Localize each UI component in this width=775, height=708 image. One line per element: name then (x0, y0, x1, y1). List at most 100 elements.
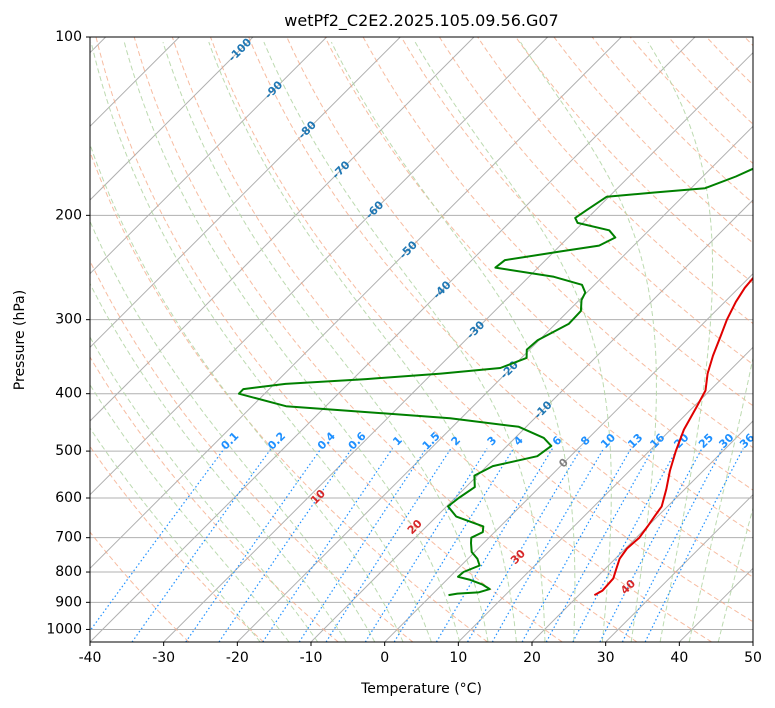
x-tick-label: 50 (744, 650, 762, 666)
isotherm-line (90, 37, 549, 496)
x-tick-label: 0 (380, 650, 389, 666)
moist-adiabat-line (263, 41, 546, 642)
mixing-ratio-label: 0.4 (315, 429, 338, 452)
isotherm-line (531, 420, 753, 642)
moist-adiabat-line (162, 41, 489, 642)
dry-adiabat-label: 30 (508, 547, 528, 567)
isotherm-line (90, 37, 622, 570)
y-tick-label: 300 (55, 312, 82, 328)
x-tick-label: 30 (597, 650, 615, 666)
mixing-ratio-line (491, 448, 605, 642)
mixing-ratio-label: 16 (647, 431, 667, 451)
mixing-ratio-line (218, 448, 353, 642)
x-tick-label: -20 (226, 650, 249, 666)
mixing-ratio-line (262, 448, 393, 642)
isotherm-line (90, 37, 328, 275)
mixing-ratio-line (298, 448, 427, 642)
dry-adiabat-line (90, 356, 339, 642)
dry-adiabat-line (133, 37, 638, 642)
dry-adiabat-line (706, 37, 753, 86)
mixing-ratio-label: 0.1 (218, 430, 241, 453)
mixing-ratio-line (644, 448, 744, 642)
y-tick-label: 600 (55, 490, 82, 506)
isotherm-line (90, 37, 401, 349)
plot-frame (89, 36, 754, 643)
moist-adiabat-line (414, 41, 612, 642)
dry-adiabat-line (95, 37, 563, 642)
moist-adiabat-line (208, 41, 517, 642)
mixing-ratio-line (572, 448, 678, 642)
dry-adiabat-line (744, 37, 753, 47)
dry-adiabat-line (324, 37, 753, 491)
y-tick-label: 500 (55, 443, 82, 459)
moist-adiabat-line (330, 41, 576, 642)
x-tick-label: 20 (523, 650, 541, 666)
mixing-ratio-label: 1.5 (420, 429, 443, 452)
dry-adiabat-label: 40 (618, 577, 638, 597)
temperature-line (593, 276, 753, 596)
dewpoint-line (237, 167, 753, 597)
x-axis-label: Temperature (°C) (360, 681, 482, 697)
mixing-ratio-label: 13 (625, 431, 645, 451)
mixing-ratio-label: 3 (485, 434, 500, 449)
isotherm-line (90, 37, 696, 642)
dry-adiabat-line (553, 37, 753, 244)
moist-adiabat-line (717, 506, 753, 642)
dry-adiabat-line (171, 37, 712, 642)
mixing-ratio-line (325, 448, 452, 642)
dry-adiabat-line (668, 37, 753, 125)
isotherm-line (752, 641, 753, 642)
mixing-ratio-label: 0.6 (346, 429, 369, 452)
mixing-ratio-label: 1 (390, 434, 405, 449)
isotherm-line (605, 493, 753, 642)
mixing-ratio-line (185, 448, 322, 642)
moist-adiabat-line (90, 282, 347, 642)
y-tick-label: 800 (55, 564, 82, 580)
isotherm-line (678, 567, 753, 642)
dry-adiabat-line (591, 37, 753, 204)
dry-adiabat-line (90, 259, 414, 642)
x-tick-label: 40 (670, 650, 688, 666)
moist-adiabat-line (90, 336, 319, 642)
y-tick-label: 100 (55, 29, 82, 45)
moist-adiabat-line (647, 41, 714, 642)
mixing-ratio-line (435, 448, 554, 642)
dry-adiabat-line (362, 37, 753, 449)
reference-line-labels: -100-90-80-70-60-50-40-30-20-10010203040… (218, 37, 753, 597)
x-tick-label: 10 (449, 650, 467, 666)
moist-adiabat-line (90, 220, 376, 642)
mixing-ratio-label: 2 (449, 434, 464, 449)
chart-title: wetPf2_C2E2.2025.105.09.56.G07 (284, 11, 558, 31)
mixing-ratio-line (599, 448, 703, 642)
isotherm-line (384, 272, 753, 642)
mixing-ratio-label: 25 (696, 431, 716, 451)
background-lines (90, 37, 753, 642)
mixing-ratio-line (364, 448, 488, 642)
mixing-ratio-line (621, 448, 723, 642)
isotherm-line (163, 51, 753, 642)
x-tick-label: -40 (79, 650, 102, 666)
y-tick-label: 900 (55, 594, 82, 610)
mixing-ratio-line (466, 448, 582, 642)
y-tick-label: 400 (55, 386, 82, 402)
dry-adiabat-line (90, 150, 488, 642)
y-axis-label: Pressure (hPa) (12, 290, 28, 390)
dry-adiabat-line (210, 37, 753, 623)
mixing-ratio-line (90, 448, 225, 632)
moist-adiabat-line (90, 142, 404, 642)
moist-adiabat-line (90, 41, 432, 642)
isotherm-line (90, 37, 475, 422)
mixing-ratio-line (393, 448, 515, 642)
mixing-ratio-line (131, 448, 272, 642)
isotherm-line (457, 346, 753, 642)
dry-adiabat-line (438, 37, 753, 366)
dry-adiabat-line (400, 37, 753, 407)
moist-adiabat-line (90, 427, 261, 642)
moist-adiabat-line (123, 41, 461, 642)
moist-adiabat-line (520, 41, 657, 642)
x-tick-label: -30 (152, 650, 175, 666)
mixing-ratio-label: 0.2 (265, 429, 288, 452)
axes: -40 -30 -20 -10 0 10 20 30 40 50 100 200 300 400 500 60… (46, 29, 762, 666)
profile-lines (237, 167, 753, 597)
